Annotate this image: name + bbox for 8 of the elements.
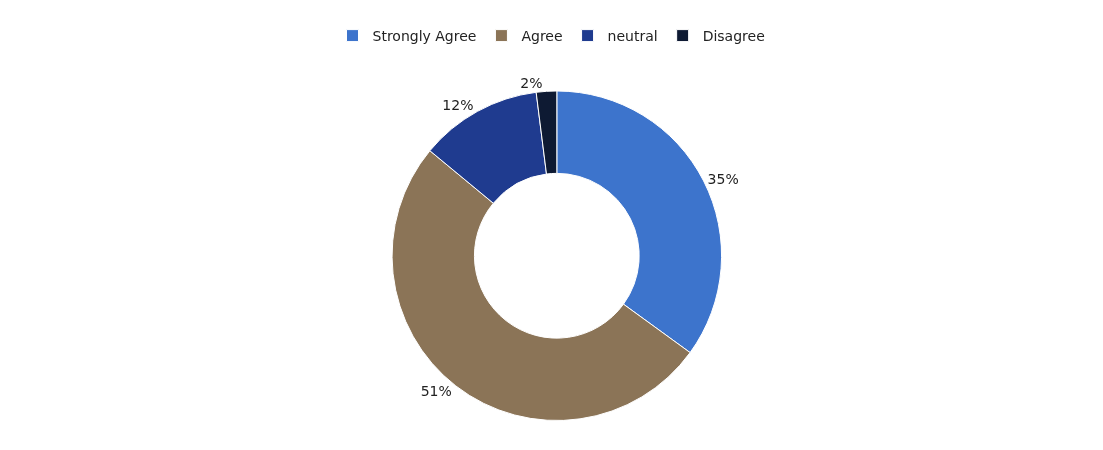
legend-label: neutral xyxy=(607,28,658,45)
legend-label: Strongly Agree xyxy=(372,28,477,45)
data-label: 51% xyxy=(420,382,452,399)
data-label: 12% xyxy=(442,97,474,114)
legend-label: Agree xyxy=(521,28,563,45)
legend-label: Disagree xyxy=(702,28,765,45)
data-label: 2% xyxy=(520,75,543,92)
data-label: 35% xyxy=(707,171,739,188)
